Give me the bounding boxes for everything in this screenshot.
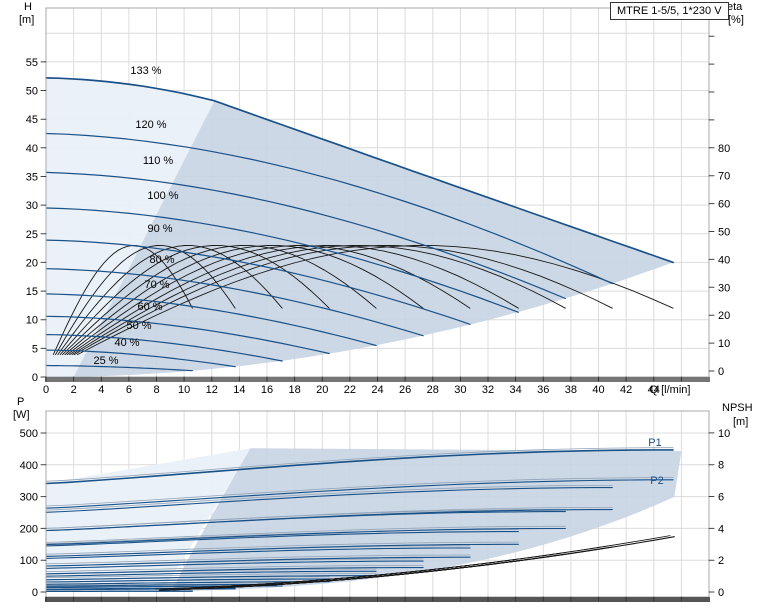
svg-text:500: 500 [20,428,38,440]
svg-text:10: 10 [718,428,730,440]
npsh-curves [154,535,675,591]
svg-text:36: 36 [537,384,549,396]
p-axis-unit: [W] [13,409,30,421]
svg-text:24: 24 [371,384,383,396]
svg-text:40 %: 40 % [114,337,139,349]
svg-text:0: 0 [32,587,38,599]
p-axis-title: P [17,396,25,408]
npsh-axis-unit: [m] [733,416,749,428]
svg-text:2: 2 [718,555,724,567]
svg-text:4: 4 [718,523,724,535]
svg-text:15: 15 [26,286,38,298]
svg-text:44: 44 [648,384,660,396]
svg-text:20: 20 [718,310,730,322]
svg-text:60 %: 60 % [137,301,162,313]
svg-text:42: 42 [620,384,632,396]
svg-text:34: 34 [510,384,522,396]
svg-text:120 %: 120 % [135,119,166,131]
svg-text:0: 0 [32,372,38,384]
svg-text:30: 30 [26,200,38,212]
speed-curves [45,77,674,372]
svg-text:200: 200 [20,523,38,535]
svg-text:133 %: 133 % [130,65,161,77]
svg-text:55: 55 [26,57,38,69]
svg-text:30: 30 [454,384,466,396]
svg-text:100: 100 [20,555,38,567]
svg-text:28: 28 [427,384,439,396]
svg-text:70: 70 [718,171,730,183]
speed-labels: 133 % 120 % 110 % 100 % 90 % 80 % 70 % 60 % 50 %… [93,65,178,367]
svg-text:5: 5 [32,343,38,355]
eta-axis-unit: [%] [728,14,744,26]
svg-text:14: 14 [233,384,245,396]
power-curve-labels: P1 P2 [648,437,663,487]
svg-text:Q [l/min]: Q [l/min] [650,384,691,396]
svg-text:70 %: 70 % [144,279,169,291]
svg-text:6: 6 [718,492,724,504]
svg-text:6: 6 [126,384,132,396]
svg-text:25 %: 25 % [93,355,118,367]
svg-text:38: 38 [565,384,577,396]
svg-text:45: 45 [26,114,38,126]
qh-axes: 0 5 10 15 20 25 30 35 40 45 50 55 0 10 20 30 40 50 60 70 80 0… [26,7,730,396]
svg-text:35: 35 [26,171,38,183]
svg-text:0: 0 [718,587,724,599]
svg-text:100 %: 100 % [147,190,178,202]
svg-text:20: 20 [316,384,328,396]
svg-text:20: 20 [26,257,38,269]
eta-curves [52,245,674,356]
power-curves [45,449,674,592]
svg-text:80: 80 [718,143,730,155]
svg-text:32: 32 [482,384,494,396]
svg-text:10: 10 [178,384,190,396]
svg-text:50 %: 50 % [126,320,151,332]
svg-text:25: 25 [26,229,38,241]
svg-text:16: 16 [261,384,273,396]
svg-text:50: 50 [26,86,38,98]
h-axis-unit: [m] [19,14,35,26]
npsh-axis-title: NPSH [722,402,753,414]
svg-text:40: 40 [718,254,730,266]
svg-text:80 %: 80 % [149,254,174,266]
svg-text:60: 60 [718,199,730,211]
svg-text:8: 8 [153,384,159,396]
svg-text:0: 0 [43,384,49,396]
svg-text:40: 40 [592,384,604,396]
svg-text:50: 50 [718,227,730,239]
svg-text:400: 400 [20,460,38,472]
svg-text:4: 4 [98,384,104,396]
svg-text:2: 2 [71,384,77,396]
svg-text:12: 12 [206,384,218,396]
svg-text:0: 0 [718,366,724,378]
svg-text:26: 26 [399,384,411,396]
svg-text:90 %: 90 % [147,223,172,235]
power-axes: 0 100 200 300 400 500 0 2 4 6 8 10 [20,410,730,602]
pump-variant-box: MTRE 1-5/5, 1*230 V [610,2,729,20]
svg-text:10: 10 [718,338,730,350]
svg-text:18: 18 [289,384,301,396]
svg-text:30: 30 [718,282,730,294]
svg-text:8: 8 [718,460,724,472]
svg-text:300: 300 [20,492,38,504]
svg-text:22: 22 [344,384,356,396]
svg-text:110 %: 110 % [143,155,174,167]
eta-axis-title: eta [727,1,743,13]
svg-text:P1: P1 [648,437,661,449]
h-axis-title: H [24,1,32,13]
svg-text:P2: P2 [650,475,663,487]
svg-text:10: 10 [26,315,38,327]
svg-text:40: 40 [26,143,38,155]
